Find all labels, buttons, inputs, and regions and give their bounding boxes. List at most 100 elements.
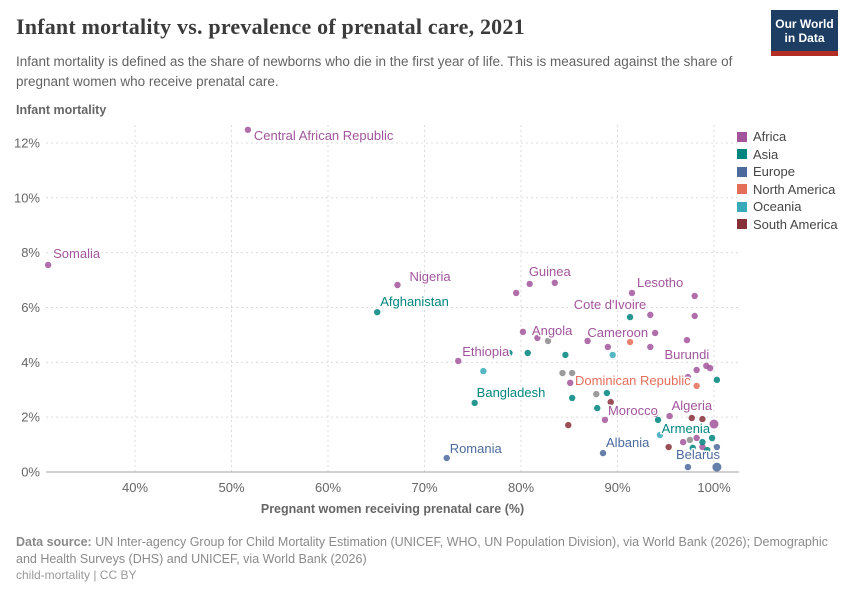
data-point[interactable] bbox=[679, 438, 687, 446]
data-point[interactable] bbox=[506, 349, 513, 357]
data-point[interactable] bbox=[699, 415, 706, 423]
data-point[interactable] bbox=[593, 390, 600, 398]
data-point[interactable] bbox=[683, 336, 691, 344]
legend-swatch bbox=[737, 184, 747, 195]
country-label-bangladesh[interactable]: Bangladesh bbox=[475, 383, 547, 401]
point-guinea[interactable] bbox=[551, 279, 558, 287]
point-belarus[interactable] bbox=[684, 463, 692, 471]
point-afghanistan[interactable] bbox=[374, 308, 381, 316]
data-point[interactable] bbox=[604, 343, 612, 351]
point-bangladesh[interactable] bbox=[471, 399, 478, 407]
data-point[interactable] bbox=[704, 446, 711, 454]
legend-item-south-america[interactable]: South America bbox=[737, 216, 838, 234]
country-label-afghanistan[interactable]: Afghanistan bbox=[379, 293, 451, 311]
x-tick-label: 60% bbox=[315, 480, 341, 495]
point-cote-d-ivoire[interactable] bbox=[647, 311, 654, 319]
legend-item-oceania[interactable]: Oceania bbox=[737, 198, 838, 216]
data-point[interactable] bbox=[568, 369, 576, 377]
data-point[interactable] bbox=[647, 343, 654, 351]
country-label-belarus[interactable]: Belarus bbox=[674, 446, 722, 464]
country-label-guinea[interactable]: Guinea bbox=[527, 262, 573, 280]
data-point[interactable] bbox=[689, 444, 696, 452]
point-somalia[interactable] bbox=[44, 261, 52, 269]
data-point[interactable] bbox=[706, 364, 714, 372]
data-point[interactable] bbox=[524, 349, 531, 357]
country-label-albania[interactable]: Albania bbox=[605, 434, 652, 452]
legend-item-europe[interactable]: Europe bbox=[737, 163, 838, 181]
country-label-armenia[interactable]: Armenia bbox=[660, 419, 712, 437]
point-armenia[interactable] bbox=[708, 434, 716, 442]
point-algeria[interactable] bbox=[666, 412, 673, 420]
data-point[interactable] bbox=[651, 410, 659, 418]
data-point[interactable] bbox=[693, 434, 700, 442]
data-point[interactable] bbox=[607, 398, 614, 406]
data-point[interactable] bbox=[693, 366, 700, 374]
data-point[interactable] bbox=[665, 443, 672, 451]
country-label-lesotho[interactable]: Lesotho bbox=[635, 273, 684, 291]
point-nigeria[interactable] bbox=[394, 281, 401, 289]
country-label-algeria[interactable]: Algeria bbox=[670, 397, 714, 415]
data-point[interactable] bbox=[713, 443, 721, 451]
legend-item-africa[interactable]: Africa bbox=[737, 128, 838, 146]
data-point[interactable] bbox=[626, 338, 634, 346]
country-label-somalia[interactable]: Somalia bbox=[52, 244, 103, 262]
y-tick-label: 12% bbox=[14, 135, 40, 150]
data-point[interactable] bbox=[691, 312, 698, 320]
data-point[interactable] bbox=[626, 313, 634, 321]
point-albania[interactable] bbox=[599, 449, 607, 457]
point-cameroon[interactable] bbox=[651, 329, 659, 337]
country-label-cote-d-ivoire[interactable]: Cote d'Ivoire bbox=[572, 295, 648, 313]
point-romania[interactable] bbox=[443, 454, 450, 462]
country-label-burundi[interactable]: Burundi bbox=[663, 345, 711, 363]
data-point[interactable] bbox=[594, 404, 601, 412]
country-label-romania[interactable]: Romania bbox=[448, 440, 504, 458]
point-central-african-republic[interactable] bbox=[244, 126, 252, 133]
x-tick-label: 70% bbox=[411, 480, 437, 495]
data-point[interactable] bbox=[603, 389, 611, 397]
data-point[interactable] bbox=[656, 431, 664, 439]
data-point[interactable] bbox=[480, 367, 487, 375]
data-point[interactable] bbox=[526, 280, 533, 288]
legend-item-north-america[interactable]: North America bbox=[737, 181, 838, 199]
data-point[interactable] bbox=[559, 369, 566, 377]
data-point[interactable] bbox=[584, 337, 591, 345]
country-label-morocco[interactable]: Morocco bbox=[606, 401, 659, 419]
legend-item-asia[interactable]: Asia bbox=[737, 146, 838, 164]
point-ethiopia[interactable] bbox=[455, 357, 462, 365]
data-point[interactable] bbox=[686, 436, 694, 444]
legend-swatch bbox=[737, 201, 747, 212]
point-lesotho[interactable] bbox=[628, 289, 636, 297]
owid-logo-line1: Our World bbox=[775, 17, 834, 31]
country-label-angola[interactable]: Angola bbox=[530, 321, 574, 339]
point-morocco[interactable] bbox=[601, 416, 609, 424]
legend-swatch bbox=[737, 166, 747, 177]
legend-label: South America bbox=[753, 216, 838, 232]
country-label-nigeria[interactable]: Nigeria bbox=[408, 267, 453, 285]
data-point[interactable] bbox=[699, 438, 706, 446]
data-point[interactable] bbox=[562, 351, 569, 359]
data-point[interactable] bbox=[709, 419, 719, 429]
data-point[interactable] bbox=[544, 337, 552, 345]
data-point[interactable] bbox=[684, 373, 692, 381]
data-point[interactable] bbox=[699, 443, 706, 451]
data-point[interactable] bbox=[609, 351, 616, 359]
data-point[interactable] bbox=[691, 292, 698, 300]
data-point[interactable] bbox=[712, 462, 722, 472]
owid-logo[interactable]: Our World in Data bbox=[771, 10, 838, 56]
data-point[interactable] bbox=[568, 394, 576, 402]
data-point[interactable] bbox=[565, 421, 572, 429]
country-label-dominican-republic[interactable]: Dominican Republic bbox=[574, 371, 693, 389]
country-label-central-african-republic[interactable]: Central African Republic bbox=[252, 126, 395, 144]
data-point[interactable] bbox=[713, 376, 721, 384]
country-label-cameroon[interactable]: Cameroon bbox=[586, 323, 650, 341]
data-point[interactable] bbox=[567, 379, 574, 387]
data-point[interactable] bbox=[534, 334, 541, 342]
point-dominican-republic[interactable] bbox=[693, 382, 700, 390]
country-label-ethiopia[interactable]: Ethiopia bbox=[461, 342, 512, 360]
data-point[interactable] bbox=[688, 414, 696, 422]
point-angola[interactable] bbox=[519, 328, 527, 336]
legend-label: Asia bbox=[753, 146, 779, 162]
data-point[interactable] bbox=[654, 416, 662, 424]
data-point[interactable] bbox=[512, 289, 520, 297]
